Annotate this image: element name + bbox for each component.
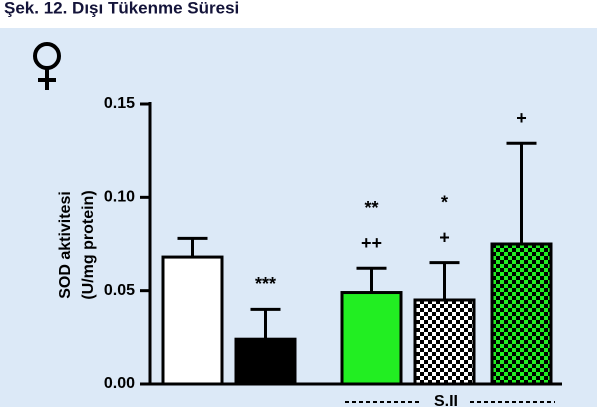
- female-symbol: [33, 42, 61, 90]
- bar-pattern: [413, 298, 476, 386]
- bar: [340, 291, 403, 386]
- y-axis-label: (U/mg protein): [80, 190, 97, 299]
- bar: [161, 255, 224, 386]
- bar: [234, 337, 297, 386]
- bar-pattern: [490, 242, 553, 386]
- significance-label: *: [441, 192, 448, 212]
- y-tick-label: 0.15: [104, 95, 135, 112]
- significance-label: +: [439, 227, 450, 247]
- significance-label: ***: [255, 274, 276, 294]
- y-axis-label: SOD aktivitesi: [57, 191, 74, 299]
- significance-label: +: [516, 108, 527, 128]
- y-tick-label: 0.05: [104, 282, 135, 299]
- group-label: S.II: [434, 393, 458, 407]
- y-tick-label: 0.00: [104, 375, 135, 392]
- significance-label: **: [364, 198, 378, 218]
- significance-label: ++: [361, 233, 382, 253]
- chart-title: Şek. 12. Dışı Tükenme Süresi: [4, 0, 239, 17]
- y-tick-label: 0.10: [104, 189, 135, 206]
